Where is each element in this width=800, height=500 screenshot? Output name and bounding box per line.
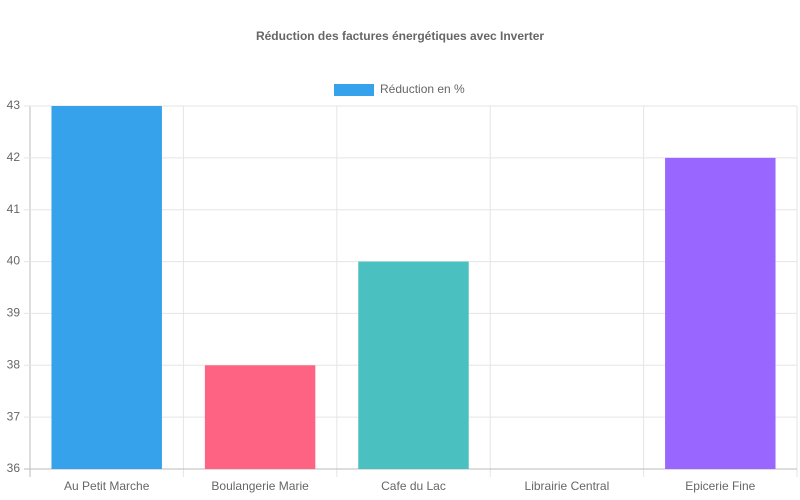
y-tick-label: 37 xyxy=(7,409,21,423)
bar xyxy=(204,365,316,469)
bar xyxy=(51,106,162,469)
y-tick-label: 41 xyxy=(7,202,21,216)
legend-label: Réduction en % xyxy=(380,82,465,96)
x-tick-label: Boulangerie Marie xyxy=(211,479,309,493)
bar xyxy=(358,261,469,469)
legend-swatch xyxy=(334,84,374,96)
x-tick-label: Epicerie Fine xyxy=(685,479,755,493)
x-tick-label: Cafe du Lac xyxy=(381,479,446,493)
chart-title: Réduction des factures énergétiques avec… xyxy=(256,29,544,43)
bar xyxy=(665,157,776,469)
y-tick-label: 39 xyxy=(7,306,21,320)
x-tick-label: Librairie Central xyxy=(525,479,610,493)
y-tick-label: 38 xyxy=(7,357,21,371)
y-tick-label: 43 xyxy=(7,98,21,112)
y-tick-label: 36 xyxy=(7,461,21,475)
x-tick-label: Au Petit Marche xyxy=(64,479,150,493)
y-tick-label: 42 xyxy=(7,150,21,164)
y-tick-label: 40 xyxy=(7,254,21,268)
